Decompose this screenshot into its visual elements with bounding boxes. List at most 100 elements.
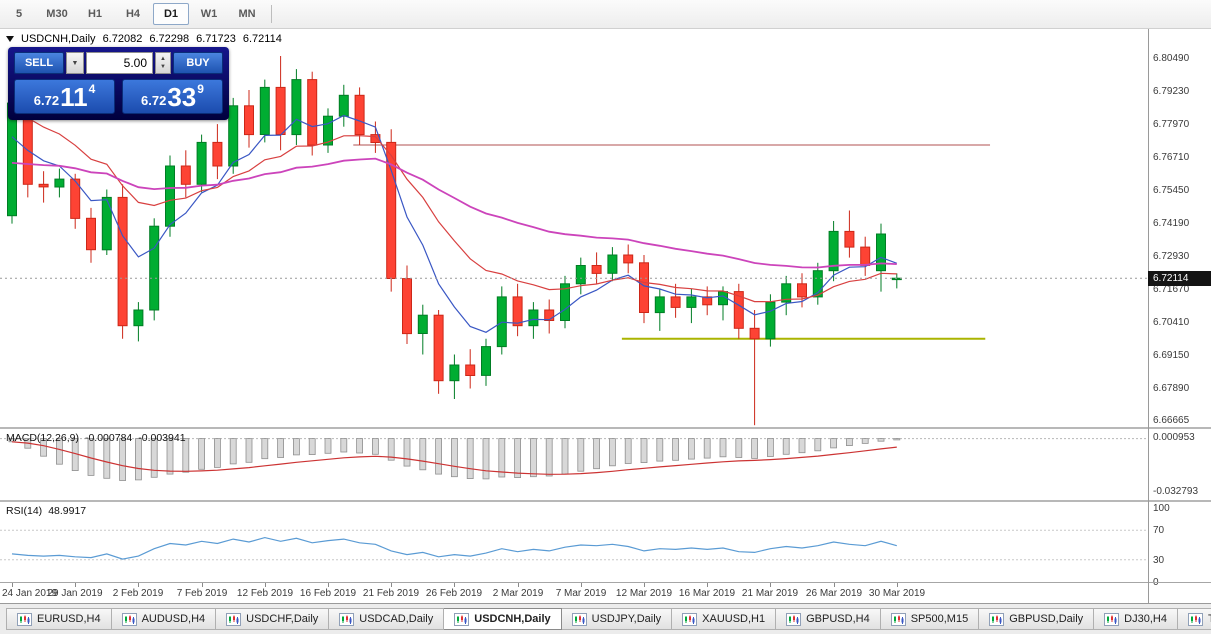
time-axis-tick bbox=[581, 583, 582, 587]
time-axis-tick bbox=[454, 583, 455, 587]
timeframe-h1[interactable]: H1 bbox=[87, 8, 103, 20]
timeframe-w1[interactable]: W1 bbox=[200, 8, 218, 20]
price-axis-label: 6.75450 bbox=[1153, 185, 1190, 196]
chart-title: USDCNH,Daily 6.72082 6.72298 6.71723 6.7… bbox=[6, 33, 282, 45]
time-axis-label: 24 Jan 2019 bbox=[2, 588, 58, 599]
one-click-collapse-icon[interactable] bbox=[6, 36, 14, 42]
buy-button[interactable]: BUY bbox=[173, 52, 223, 74]
tab-gbpusd-h4[interactable]: GBPUSD,H4 bbox=[776, 608, 881, 630]
price-axis-label: 6.80490 bbox=[1153, 53, 1190, 64]
toolbar-separator bbox=[271, 5, 272, 23]
macd-value-2: -0.003941 bbox=[138, 432, 186, 444]
mini-chart-icon bbox=[571, 612, 587, 626]
price-axis-label: 6.71670 bbox=[1153, 284, 1190, 295]
sell-button[interactable]: SELL bbox=[14, 52, 64, 74]
sell-price-button[interactable]: 6.72 11 4 bbox=[14, 79, 115, 114]
time-axis-tick bbox=[897, 583, 898, 587]
spinner-up-icon[interactable]: ▲ bbox=[160, 56, 166, 62]
price-axis-label: 6.72930 bbox=[1153, 251, 1190, 262]
tab-label: TECH100,H1 bbox=[1208, 613, 1211, 625]
price-axis[interactable]: 6.80490 6.79230 6.77970 6.76710 6.75450 6.741… bbox=[1149, 0, 1211, 603]
macd-panel-canvas[interactable] bbox=[0, 429, 1148, 500]
mini-chart-icon bbox=[339, 612, 355, 626]
rsi-panel-canvas[interactable] bbox=[0, 502, 1148, 582]
tab-label: USDJPY,Daily bbox=[591, 613, 662, 625]
tab-label: EURUSD,H4 bbox=[37, 613, 101, 625]
volume-input[interactable]: 5.00 bbox=[86, 52, 153, 74]
ohlc-close: 6.72114 bbox=[242, 33, 282, 45]
volume-dropdown-icon[interactable]: ▼ bbox=[66, 52, 84, 74]
tab-sp500-m15[interactable]: SP500,M15 bbox=[880, 608, 980, 630]
time-axis-tick bbox=[644, 583, 645, 587]
tab-dj30-h4[interactable]: DJ30,H4 bbox=[1094, 608, 1178, 630]
time-axis[interactable]: 24 Jan 2019 29 Jan 2019 2 Feb 2019 7 Feb 20… bbox=[0, 583, 1148, 603]
tab-eurusd-h4[interactable]: EURUSD,H4 bbox=[6, 608, 112, 630]
tab-usdcad-daily[interactable]: USDCAD,Daily bbox=[329, 608, 445, 630]
time-axis-label: 7 Mar 2019 bbox=[555, 588, 607, 599]
time-axis-label: 16 Feb 2019 bbox=[299, 588, 357, 599]
tab-label: USDCAD,Daily bbox=[359, 613, 434, 625]
timeframe-d1[interactable]: D1 bbox=[153, 3, 189, 25]
one-click-trading-panel: SELL ▼ 5.00 ▲ ▼ BUY 6.72 11 4 6.72 33 9 bbox=[8, 47, 229, 120]
panel-separator[interactable] bbox=[0, 427, 1211, 429]
tab-audusd-h4[interactable]: AUDUSD,H4 bbox=[111, 608, 217, 630]
time-axis-label: 30 Mar 2019 bbox=[868, 588, 926, 599]
time-axis-tick bbox=[518, 583, 519, 587]
sell-price-big: 11 bbox=[60, 81, 88, 112]
tab-xauusd-h1[interactable]: XAUUSD,H1 bbox=[672, 608, 777, 630]
axis-separator bbox=[1148, 28, 1149, 603]
one-click-controls-row: SELL ▼ 5.00 ▲ ▼ BUY bbox=[14, 52, 223, 74]
spinner-down-icon[interactable]: ▼ bbox=[160, 64, 166, 70]
price-axis-label: 6.79230 bbox=[1153, 86, 1190, 97]
buy-price-button[interactable]: 6.72 33 9 bbox=[122, 79, 223, 114]
time-axis-tick bbox=[834, 583, 835, 587]
tab-gbpusd-daily[interactable]: GBPUSD,Daily bbox=[979, 608, 1095, 630]
tab-label: DJ30,H4 bbox=[1124, 613, 1167, 625]
mini-chart-icon bbox=[890, 612, 906, 626]
mini-chart-icon bbox=[454, 612, 470, 626]
mini-chart-icon bbox=[682, 612, 698, 626]
mini-chart-icon bbox=[226, 612, 242, 626]
ohlc-low: 6.71723 bbox=[196, 33, 236, 45]
timeframe-5[interactable]: 5 bbox=[15, 8, 23, 20]
rsi-value: 48.9917 bbox=[48, 505, 87, 517]
macd-name: MACD(12,26,9) bbox=[6, 432, 79, 444]
symbol-period-label: USDCNH,Daily bbox=[21, 33, 96, 45]
tab-usdjpy-daily[interactable]: USDJPY,Daily bbox=[561, 608, 673, 630]
price-axis-label: 6.69150 bbox=[1153, 350, 1190, 361]
rsi-name: RSI(14) bbox=[6, 505, 43, 517]
panel-separator[interactable] bbox=[0, 500, 1211, 502]
mini-chart-icon bbox=[786, 612, 802, 626]
time-axis-label: 12 Feb 2019 bbox=[236, 588, 294, 599]
tab-label: GBPUSD,Daily bbox=[1009, 613, 1084, 625]
volume-spinner[interactable]: ▲ ▼ bbox=[155, 52, 171, 74]
tab-label: USDCNH,Daily bbox=[474, 613, 551, 625]
timeframe-h4[interactable]: H4 bbox=[125, 8, 141, 20]
rsi-axis-label: 30 bbox=[1153, 555, 1165, 566]
timeframe-toolbar: 5 M30 H1 H4 D1 W1 MN bbox=[0, 0, 1211, 29]
tab-label: SP500,M15 bbox=[910, 613, 969, 625]
timeframe-m30[interactable]: M30 bbox=[46, 8, 68, 20]
time-axis-tick bbox=[265, 583, 266, 587]
time-axis-label: 2 Mar 2019 bbox=[492, 588, 544, 599]
time-axis-label: 26 Mar 2019 bbox=[805, 588, 863, 599]
mini-chart-icon bbox=[17, 612, 32, 626]
tab-tech100-h1[interactable]: TECH100,H1 bbox=[1177, 608, 1211, 630]
time-axis-label: 2 Feb 2019 bbox=[112, 588, 164, 599]
one-click-prices-row: 6.72 11 4 6.72 33 9 bbox=[14, 79, 223, 114]
tab-usdcnh-daily[interactable]: USDCNH,Daily bbox=[444, 608, 562, 630]
buy-price-sup: 9 bbox=[197, 81, 204, 96]
macd-indicator-label: MACD(12,26,9) -0.000784 -0.003941 bbox=[6, 432, 186, 444]
time-axis-label: 21 Feb 2019 bbox=[362, 588, 420, 599]
current-price-badge: 6.72114 bbox=[1148, 271, 1211, 286]
time-axis-tick bbox=[707, 583, 708, 587]
macd-value-1: -0.000784 bbox=[84, 432, 133, 444]
price-axis-label: 6.76710 bbox=[1153, 152, 1190, 163]
time-axis-tick bbox=[75, 583, 76, 587]
time-axis-label: 29 Jan 2019 bbox=[47, 588, 103, 599]
tab-label: GBPUSD,H4 bbox=[806, 613, 870, 625]
tab-usdchf-daily[interactable]: USDCHF,Daily bbox=[216, 608, 330, 630]
time-axis-tick bbox=[328, 583, 329, 587]
sell-price-prefix: 6.72 bbox=[33, 93, 60, 108]
timeframe-mn[interactable]: MN bbox=[238, 8, 256, 20]
